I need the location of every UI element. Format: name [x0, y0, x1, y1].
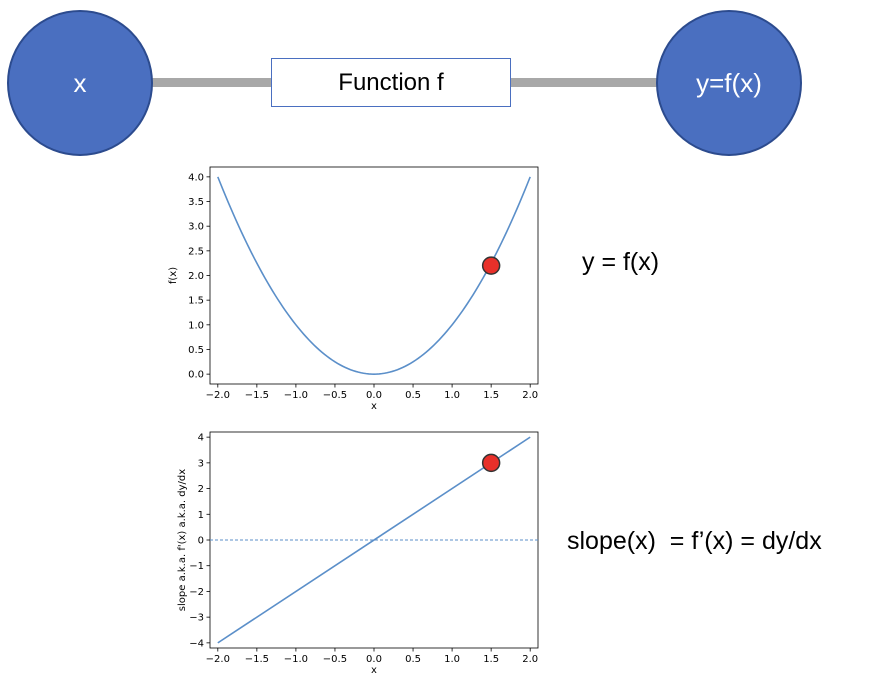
slope-chart-y-tick-label: −1	[189, 561, 204, 572]
slope-chart-series-line	[217, 436, 531, 644]
slope-chart-y-tick-label: −4	[189, 638, 204, 649]
function-chart-y-tick-label: 0.0	[188, 370, 204, 381]
function-chart-x-tick-label: −1.0	[284, 390, 308, 401]
output-node: y=f(x)	[656, 10, 802, 156]
function-chart-y-tick-label: 0.5	[188, 345, 204, 356]
slope-chart-x-tick-label: 0.5	[405, 654, 421, 665]
output-node-label: y=f(x)	[696, 67, 762, 98]
input-node: x	[7, 10, 153, 156]
function-chart-x-tick-label: −2.0	[206, 390, 230, 401]
function-chart-y-tick-label: 1.5	[188, 296, 204, 307]
input-node-label: x	[73, 67, 87, 98]
slope-chart-y-tick-label: 3	[198, 458, 204, 469]
function-box: Function f	[271, 58, 511, 107]
slope-chart-x-tick-label: −1.5	[245, 654, 269, 665]
slope-chart-x-tick-label: 2.0	[522, 654, 538, 665]
function-chart-x-axis-label: x	[371, 401, 377, 412]
slope-equation: slope(x) = f’(x) = dy/dx	[567, 527, 822, 555]
slope-chart-x-tick-label: 0.0	[366, 654, 382, 665]
slope-chart-x-tick-label: −1.0	[284, 654, 308, 665]
connector-left	[151, 78, 272, 87]
slope-chart-point-marker	[481, 453, 501, 473]
slope-chart-x-tick-label: 1.5	[483, 654, 499, 665]
function-chart-x-tick-label: 1.5	[483, 390, 499, 401]
slope-chart-y-axis-label: slope a.k.a. f'(x) a.k.a. dy/dx	[177, 469, 188, 611]
function-chart-x-tick-label: −1.5	[245, 390, 269, 401]
function-chart-series-line	[217, 176, 531, 375]
slope-chart-y-tick-label: 4	[198, 433, 204, 444]
slope-chart-y-tick-label: −3	[189, 613, 204, 624]
function-chart-x-tick-label: 0.5	[405, 390, 421, 401]
connector-right	[510, 78, 658, 87]
function-chart-y-tick-label: 1.0	[188, 320, 204, 331]
function-box-label: Function f	[338, 68, 444, 96]
slope-chart-y-tick-label: 1	[198, 510, 204, 521]
function-chart-y-tick-label: 4.0	[188, 172, 204, 183]
function-chart-y-tick-label: 3.0	[188, 222, 204, 233]
slope-chart-y-tick-label: 0	[198, 536, 204, 547]
function-chart-point-marker	[481, 256, 501, 275]
slope-chart-x-tick-label: −2.0	[206, 654, 230, 665]
function-chart-y-axis-label: f(x)	[168, 267, 179, 284]
function-chart-x-tick-label: 1.0	[444, 390, 460, 401]
function-chart-x-tick-label: 2.0	[522, 390, 538, 401]
slope-chart-y-tick-label: 2	[198, 484, 204, 495]
slope-chart-y-tick-label: −2	[189, 587, 204, 598]
slope-chart-x-tick-label: 1.0	[444, 654, 460, 665]
function-equation: y = f(x)	[582, 248, 660, 276]
slope-chart-x-axis-label: x	[371, 665, 377, 676]
function-chart-y-tick-label: 2.0	[188, 271, 204, 282]
function-chart-y-tick-label: 3.5	[188, 197, 204, 208]
function-chart-x-tick-label: −0.5	[323, 390, 347, 401]
function-chart-x-tick-label: 0.0	[366, 390, 382, 401]
function-chart-y-tick-label: 2.5	[188, 246, 204, 257]
slope-chart-x-tick-label: −0.5	[323, 654, 347, 665]
